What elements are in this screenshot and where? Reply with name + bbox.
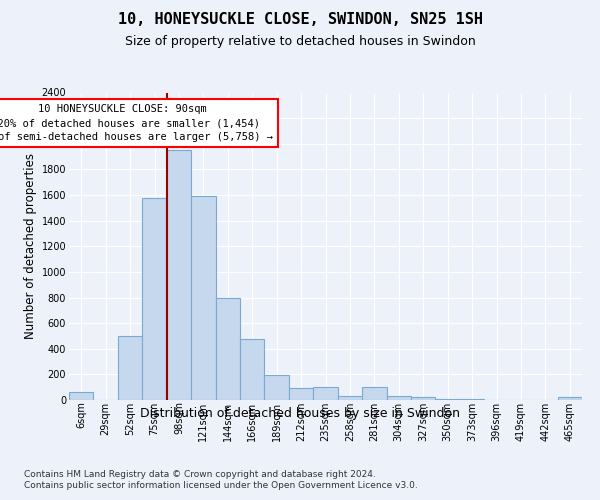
Bar: [436, 398, 460, 400]
Bar: [265, 375, 289, 400]
Bar: [142, 198, 167, 400]
Bar: [338, 396, 362, 400]
Text: Size of property relative to detached houses in Swindon: Size of property relative to detached ho…: [125, 35, 475, 48]
Bar: [240, 338, 265, 400]
Text: Distribution of detached houses by size in Swindon: Distribution of detached houses by size …: [140, 408, 460, 420]
Y-axis label: Number of detached properties: Number of detached properties: [25, 153, 37, 339]
Bar: [289, 388, 313, 400]
Bar: [191, 196, 215, 400]
Bar: [167, 150, 191, 400]
Bar: [215, 298, 240, 400]
Text: Contains HM Land Registry data © Crown copyright and database right 2024.: Contains HM Land Registry data © Crown c…: [24, 470, 376, 479]
Text: 10 HONEYSUCKLE CLOSE: 90sqm
← 20% of detached houses are smaller (1,454)
79% of : 10 HONEYSUCKLE CLOSE: 90sqm ← 20% of det…: [0, 104, 273, 142]
Text: 10, HONEYSUCKLE CLOSE, SWINDON, SN25 1SH: 10, HONEYSUCKLE CLOSE, SWINDON, SN25 1SH: [118, 12, 482, 28]
Bar: [313, 387, 338, 400]
Bar: [69, 392, 94, 400]
Text: Contains public sector information licensed under the Open Government Licence v3: Contains public sector information licen…: [24, 481, 418, 490]
Bar: [362, 387, 386, 400]
Bar: [386, 396, 411, 400]
Bar: [118, 336, 142, 400]
Bar: [557, 398, 582, 400]
Bar: [411, 398, 436, 400]
